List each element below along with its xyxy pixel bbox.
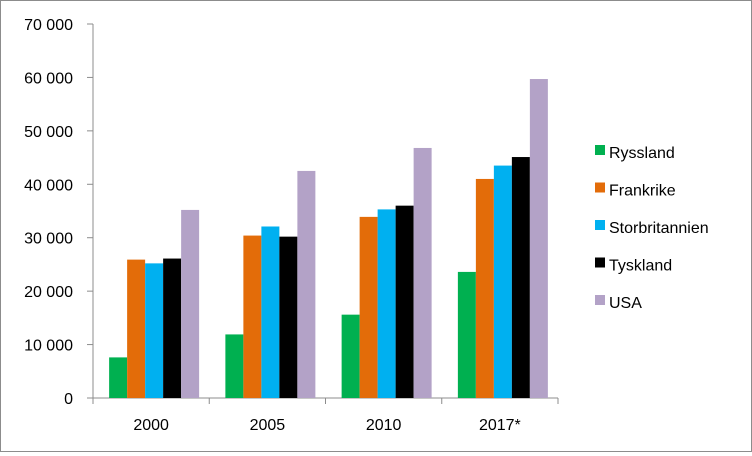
legend-label-usa: USA <box>609 295 642 312</box>
bar-tyskland-2017 <box>511 157 530 398</box>
y-tick-label: 40 000 <box>24 177 73 194</box>
bar-frankrike-2017 <box>475 178 494 398</box>
bar-frankrike-2005 <box>243 235 262 398</box>
bar-tyskland-2005 <box>279 236 298 398</box>
bar-frankrike-2010 <box>359 216 378 398</box>
bar-ryssland-2000 <box>109 357 128 398</box>
bar-usa-2000 <box>181 209 200 398</box>
axes: 0 10 000 20 000 30 000 40 000 50 000 60 000 70 … <box>24 17 559 434</box>
bar-ryssland-2017 <box>457 271 476 398</box>
legend-label-ryssland: Ryssland <box>609 145 675 162</box>
legend-label-frankrike: Frankrike <box>609 183 676 200</box>
legend-swatch-frankrike <box>595 182 605 193</box>
x-tick-label: 2010 <box>366 417 402 434</box>
bar-usa-2010 <box>413 147 432 398</box>
bar-ryssland-2005 <box>225 334 244 398</box>
y-tick-label: 30 000 <box>24 231 73 248</box>
legend-swatch-storbritannien <box>595 220 605 230</box>
y-tick-label: 50 000 <box>24 124 73 141</box>
x-tick-label: 2005 <box>250 417 286 434</box>
y-tick-label: 60 000 <box>24 70 73 87</box>
y-tick-label: 10 000 <box>24 338 73 355</box>
x-tick-label: 2000 <box>133 417 169 434</box>
legend-swatch-tyskland <box>595 257 605 268</box>
bar-storbritannien-2017 <box>493 165 512 398</box>
bar-tyskland-2000 <box>163 258 182 398</box>
bar-storbritannien-2010 <box>377 209 396 398</box>
legend-label-storbritannien: Storbritannien <box>609 220 709 237</box>
legend: Ryssland Frankrike Storbritannien Tyskland U… <box>595 145 709 312</box>
y-tick-label: 0 <box>64 391 73 408</box>
y-tick-label: 20 000 <box>24 284 73 301</box>
legend-swatch-ryssland <box>595 145 605 155</box>
y-tick-label: 70 000 <box>24 17 73 34</box>
bar-storbritannien-2000 <box>145 263 164 398</box>
bar-usa-2005 <box>297 170 316 398</box>
bar-ryssland-2010 <box>341 314 360 398</box>
bar-tyskland-2010 <box>395 205 414 398</box>
x-tick-label: 2017* <box>479 417 521 434</box>
bar-usa-2017 <box>529 79 548 398</box>
bar-storbritannien-2005 <box>261 226 280 398</box>
bars <box>109 79 548 398</box>
legend-label-tyskland: Tyskland <box>609 258 672 275</box>
bar-frankrike-2000 <box>127 259 146 398</box>
legend-swatch-usa <box>595 295 605 305</box>
